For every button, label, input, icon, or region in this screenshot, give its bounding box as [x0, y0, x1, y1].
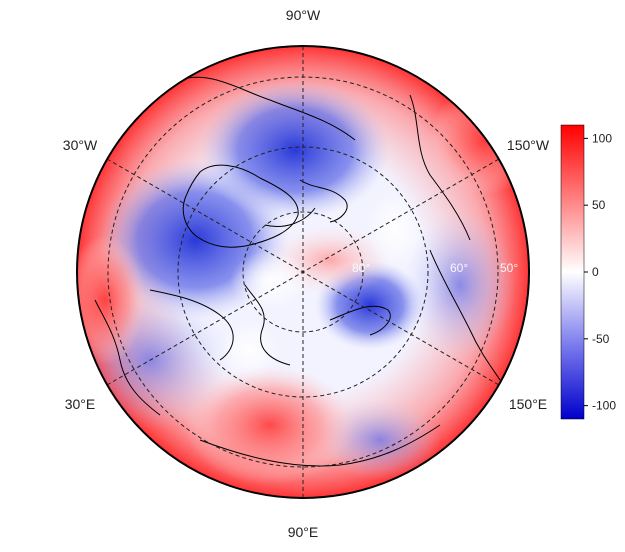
map-border	[76, 45, 530, 499]
lat-label-60: 60°	[450, 261, 468, 275]
colorbar: 100 50 0 -50 -100	[560, 124, 616, 420]
graticule	[106, 46, 500, 498]
colorbar-tick-label: 0	[592, 265, 599, 279]
lat-circle-80	[242, 211, 364, 333]
colorbar-tick-label: -50	[592, 332, 610, 346]
lon-label-150w: 150°W	[507, 137, 550, 153]
lat-label-80: 80°	[352, 261, 370, 275]
lon-label-30e: 30°E	[65, 396, 96, 412]
colorbar-gradient	[560, 124, 585, 420]
colorbar-ticks: 100 50 0 -50 -100	[584, 131, 616, 413]
lat-label-50: 50°	[500, 261, 518, 275]
lon-label-90w: 90°W	[286, 7, 321, 23]
coastlines	[94, 76, 501, 467]
colorbar-tick-label: -100	[592, 399, 616, 413]
colorbar-tick-label: 100	[592, 131, 612, 145]
meridian-30e-150w	[106, 158, 500, 386]
lon-label-90e: 90°E	[288, 524, 319, 540]
colorbar-tick-label: 50	[592, 198, 606, 212]
lon-label-30w: 30°W	[63, 137, 98, 153]
lon-label-150e: 150°E	[509, 396, 547, 412]
